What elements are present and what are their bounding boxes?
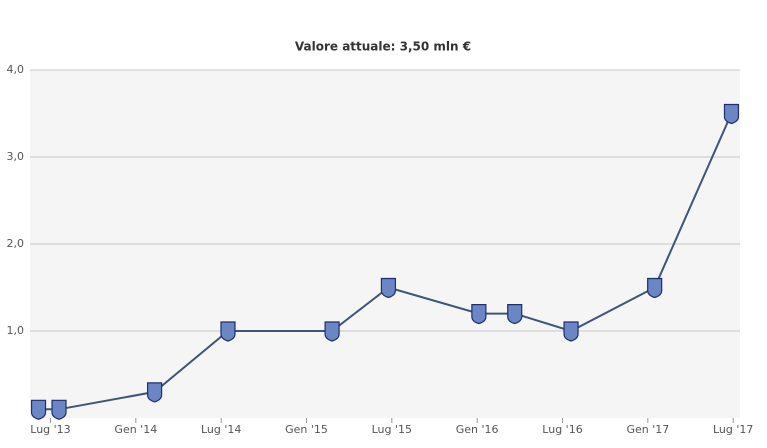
club-marker (507, 304, 523, 325)
x-tick-label: Gen '17 (626, 423, 669, 436)
chart-title: Valore attuale: 3,50 mln € (295, 40, 471, 54)
x-tick-label: Lug '14 (201, 423, 241, 436)
club-marker (647, 277, 663, 299)
x-tick-label: Lug '13 (30, 423, 70, 436)
x-tick-label: Lug '15 (372, 423, 412, 436)
x-tick-label: Lug '17 (713, 423, 753, 436)
club-marker (146, 382, 163, 403)
x-tick-label: Gen '15 (285, 423, 328, 436)
y-tick-label: 4,0 (7, 63, 25, 76)
club-marker (324, 321, 340, 342)
club-marker (723, 103, 740, 125)
y-tick-label: 2,0 (7, 237, 25, 250)
y-tick-label: 1,0 (7, 324, 25, 337)
x-tick-label: Gen '16 (456, 423, 499, 436)
x-tick-label: Gen '14 (114, 423, 157, 436)
y-tick-label: 3,0 (7, 150, 25, 163)
club-marker (30, 399, 47, 420)
club-marker (51, 399, 67, 420)
x-tick-label: Lug '16 (542, 423, 582, 436)
club-marker (563, 321, 579, 342)
club-marker (471, 304, 487, 325)
club-marker (220, 321, 236, 342)
club-marker (380, 277, 397, 299)
